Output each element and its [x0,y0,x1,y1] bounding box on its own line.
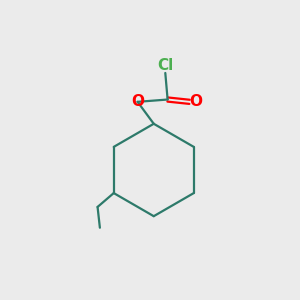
Text: O: O [189,94,202,109]
Text: Cl: Cl [157,58,173,73]
Text: O: O [131,94,144,109]
